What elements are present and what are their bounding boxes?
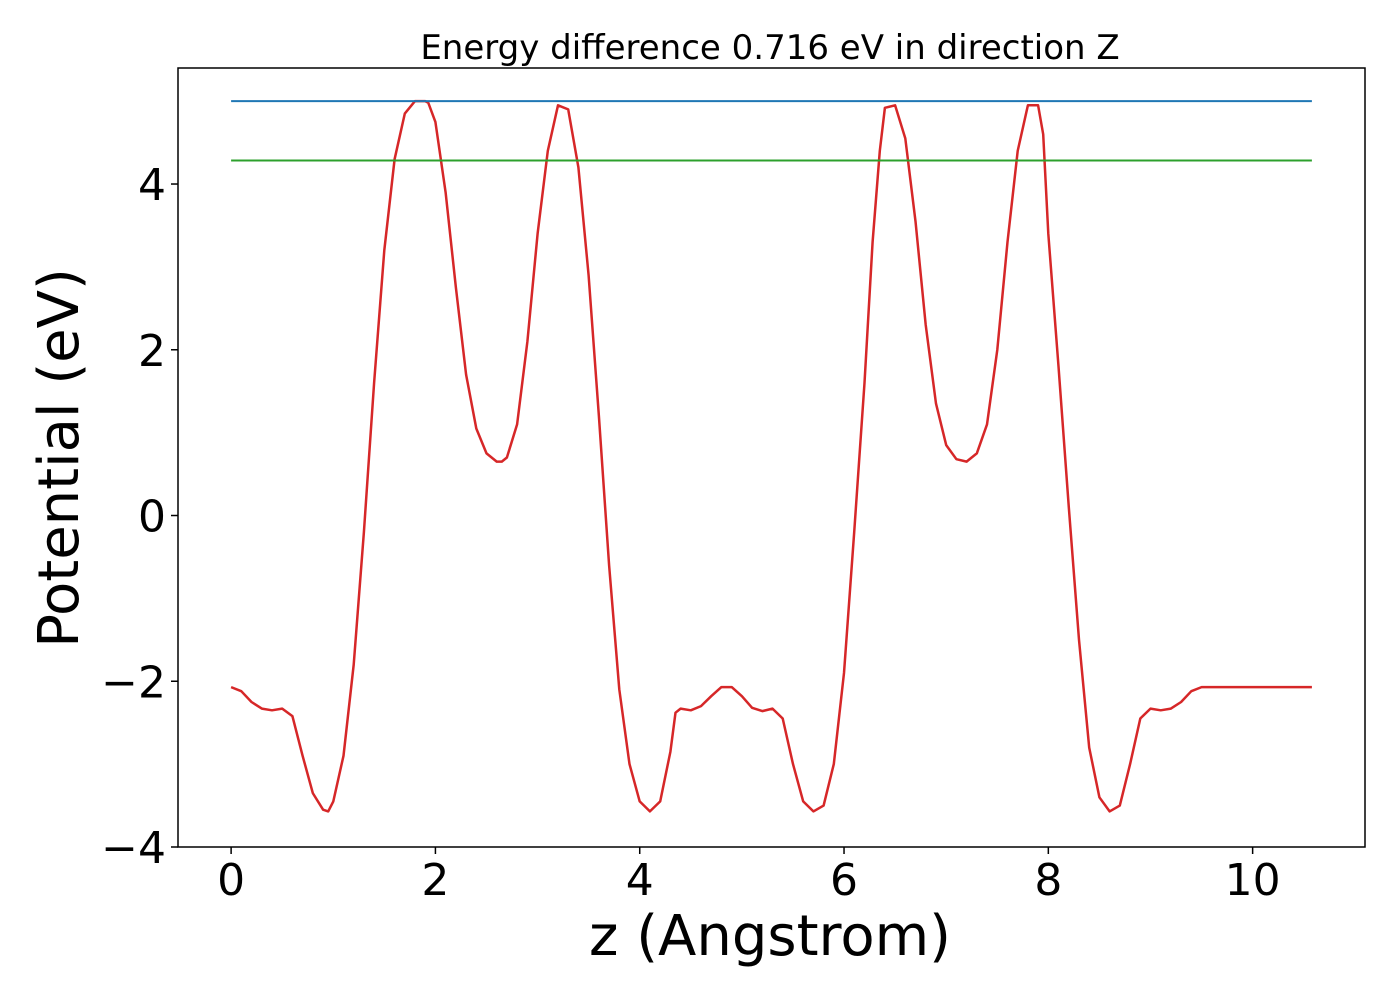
x-tick-label: 8	[1034, 855, 1062, 906]
y-axis-ticks: −4 −2 0 2 4	[101, 160, 178, 874]
potential-curve-line	[230, 99, 1312, 813]
x-tick-label: 10	[1225, 855, 1281, 906]
x-tick-label: 4	[626, 855, 654, 906]
y-tick-label: −4	[101, 823, 166, 874]
y-tick-label: 2	[138, 326, 166, 377]
y-axis-label: Potential (eV)	[27, 268, 92, 648]
series-layer	[230, 99, 1312, 813]
x-tick-label: 2	[421, 855, 449, 906]
y-tick-label: 4	[138, 160, 166, 211]
x-tick-label: 6	[830, 855, 858, 906]
y-tick-label: −2	[101, 657, 166, 708]
x-tick-label: 0	[217, 855, 245, 906]
chart-title: Energy difference 0.716 eV in direction …	[420, 28, 1119, 68]
plot-area-frame	[177, 67, 1366, 848]
x-axis-ticks: 0 2 4 6 8 10	[217, 847, 1281, 906]
x-axis-label: z (Angstrom)	[589, 904, 951, 969]
y-tick-label: 0	[138, 492, 166, 543]
